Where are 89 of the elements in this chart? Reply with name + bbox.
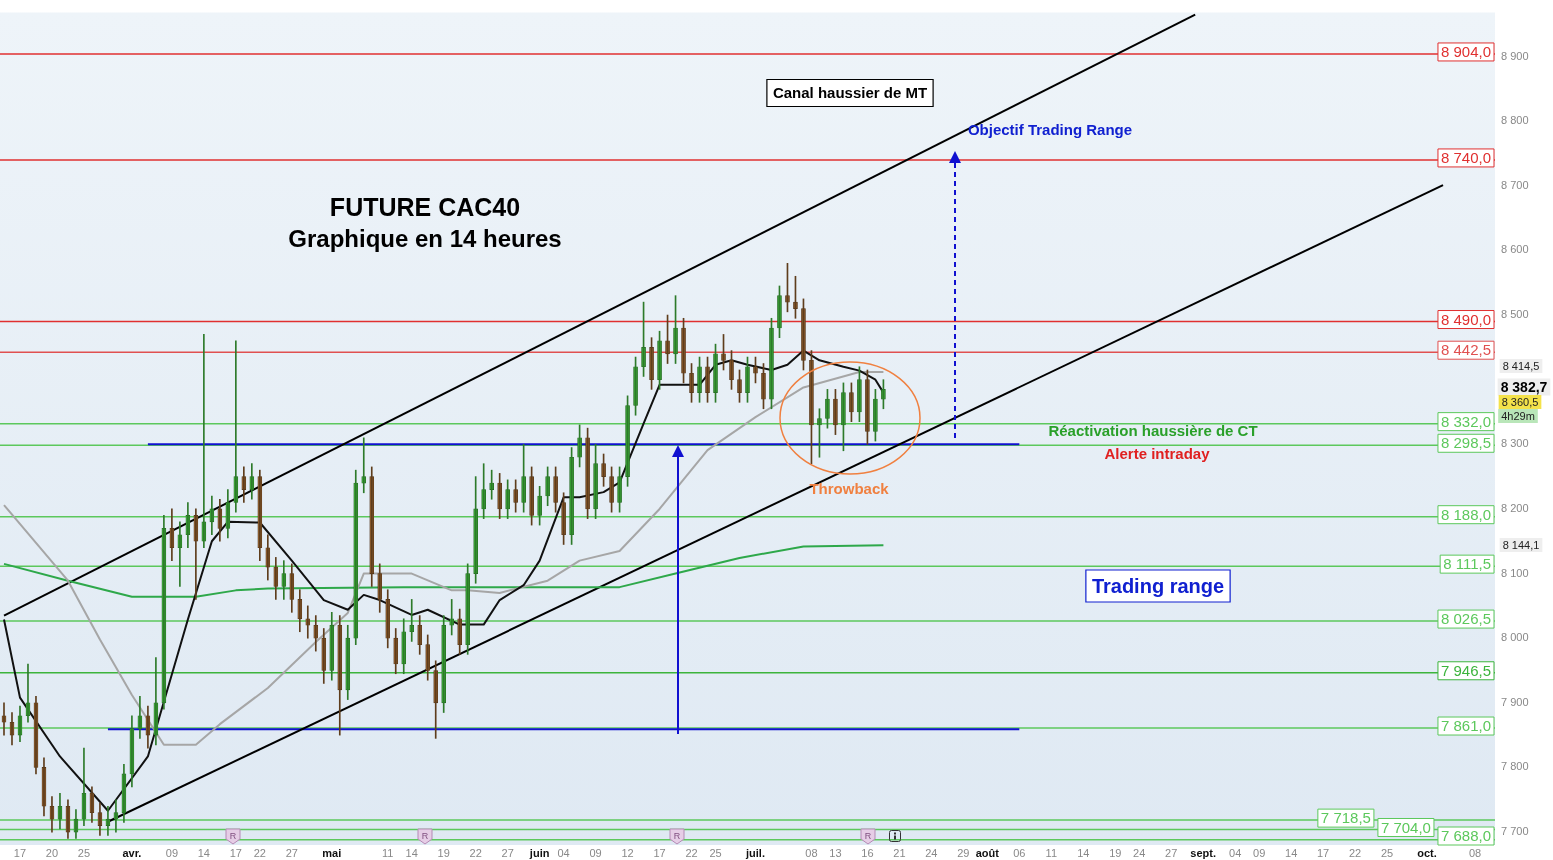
x-tick-label: sept. xyxy=(1190,846,1217,859)
x-tick-label: 04 xyxy=(1229,846,1242,859)
x-tick-label: juil. xyxy=(745,846,765,859)
annotation: Alerte intraday xyxy=(1104,445,1211,463)
ref-line-label: 7 688,0 xyxy=(1440,827,1491,845)
x-tick-label: 17 xyxy=(229,846,242,859)
x-tick-label: 27 xyxy=(501,846,514,859)
annotation: R xyxy=(229,831,237,842)
y-tick-label: 7 800 xyxy=(1501,760,1529,773)
x-tick-label: 17 xyxy=(13,846,27,859)
x-tick-label: 22 xyxy=(1348,846,1362,859)
x-tick-label: 14 xyxy=(1285,846,1298,859)
ref-line-label: 8 442,5 xyxy=(1440,341,1491,359)
text: 8 360,5 xyxy=(1501,396,1539,409)
x-tick-label: 08 xyxy=(1468,846,1482,859)
x-tick-label: 08 xyxy=(805,846,818,859)
x-tick-label: 16 xyxy=(861,846,874,859)
x-tick-label: 22 xyxy=(685,846,698,859)
annotation: Canal haussier de MT xyxy=(772,84,928,102)
annotation: R xyxy=(421,831,429,842)
x-tick-label: 25 xyxy=(709,846,722,859)
y-tick-label: 8 800 xyxy=(1501,114,1529,127)
ref-line-label: 8 026,5 xyxy=(1440,610,1491,628)
annotation: Throwback xyxy=(809,480,890,498)
text: Graphique en 14 heures xyxy=(288,224,562,252)
x-tick-label: 22 xyxy=(469,846,482,859)
x-tick-label: 17 xyxy=(1316,846,1330,859)
annotation: R xyxy=(673,831,681,842)
y-tick-label: 8 900 xyxy=(1501,49,1529,62)
candlestick xyxy=(465,563,471,655)
x-tick-label: 17 xyxy=(653,846,666,859)
x-tick-label: 14 xyxy=(405,846,418,859)
annotation: Trading range xyxy=(1091,574,1225,597)
y-tick-label: 8 500 xyxy=(1501,308,1529,321)
y-tick-label: 8 000 xyxy=(1501,631,1529,644)
x-tick-label: août xyxy=(975,846,1000,859)
x-tick-label: avr. xyxy=(122,846,142,859)
ref-line-label: 8 188,0 xyxy=(1440,505,1491,523)
x-tick-label: 25 xyxy=(1380,846,1394,859)
y-tick-label: 7 700 xyxy=(1501,825,1529,838)
ref-line-label: 8 904,0 xyxy=(1440,43,1491,61)
x-tick-label: oct. xyxy=(1417,846,1437,859)
text: 8 144,1 xyxy=(1502,539,1540,552)
x-tick-label: 19 xyxy=(437,846,450,859)
y-tick-label: 8 200 xyxy=(1501,501,1529,514)
text: FUTURE CAC40 xyxy=(329,192,521,221)
x-tick-label: 20 xyxy=(45,846,59,859)
y-tick-label: 8 300 xyxy=(1501,437,1529,450)
x-tick-label: 25 xyxy=(77,846,91,859)
ref-line-label: 8 490,0 xyxy=(1440,310,1491,328)
x-tick-label: 27 xyxy=(1165,846,1178,859)
x-tick-label: 22 xyxy=(253,846,266,859)
x-tick-label: 27 xyxy=(285,846,298,859)
x-tick-label: 21 xyxy=(893,846,906,859)
x-tick-label: 04 xyxy=(557,846,570,859)
y-tick-label: 8 100 xyxy=(1501,566,1529,579)
x-tick-label: 11 xyxy=(1045,846,1058,859)
y-tick-label: 7 900 xyxy=(1501,695,1529,708)
x-tick-label: 06 xyxy=(1013,846,1026,859)
x-tick-label: juin xyxy=(528,846,550,859)
text: 8 382,7 xyxy=(1500,378,1548,395)
ref-line-label: 8 111,5 xyxy=(1443,555,1491,573)
x-tick-label: 13 xyxy=(829,846,842,859)
x-tick-label: 11 xyxy=(382,846,394,859)
x-tick-label: 09 xyxy=(1253,846,1266,859)
ref-line-label: 8 740,0 xyxy=(1440,149,1491,167)
text: 4h29m xyxy=(1501,410,1535,423)
x-tick-label: 29 xyxy=(957,846,970,859)
ref-line-label: 7 704,0 xyxy=(1380,818,1431,836)
text: 8 414,5 xyxy=(1502,360,1540,373)
x-tick-label: 12 xyxy=(621,846,634,859)
x-tick-label: 09 xyxy=(589,846,602,859)
ref-line-label: 8 298,5 xyxy=(1440,434,1491,452)
x-tick-label: 19 xyxy=(1109,846,1122,859)
x-tick-label: 09 xyxy=(165,846,179,859)
annotation: Objectif Trading Range xyxy=(967,121,1133,139)
ref-line-label: 7 861,0 xyxy=(1440,717,1491,735)
annotation: Réactivation haussière de CT xyxy=(1048,422,1258,440)
annotation: R xyxy=(864,831,872,842)
ref-line-label: 8 332,0 xyxy=(1440,412,1491,430)
x-tick-label: 14 xyxy=(1077,846,1090,859)
x-tick-label: 14 xyxy=(197,846,210,859)
y-tick-label: 8 700 xyxy=(1501,178,1529,191)
ref-line-label: 7 946,5 xyxy=(1440,661,1491,679)
x-tick-label: 24 xyxy=(925,846,938,859)
ref-line-label: 7 718,5 xyxy=(1320,809,1371,827)
x-tick-label: 24 xyxy=(1133,846,1146,859)
x-tick-label: mai xyxy=(322,846,342,859)
y-tick-label: 8 600 xyxy=(1501,243,1529,256)
